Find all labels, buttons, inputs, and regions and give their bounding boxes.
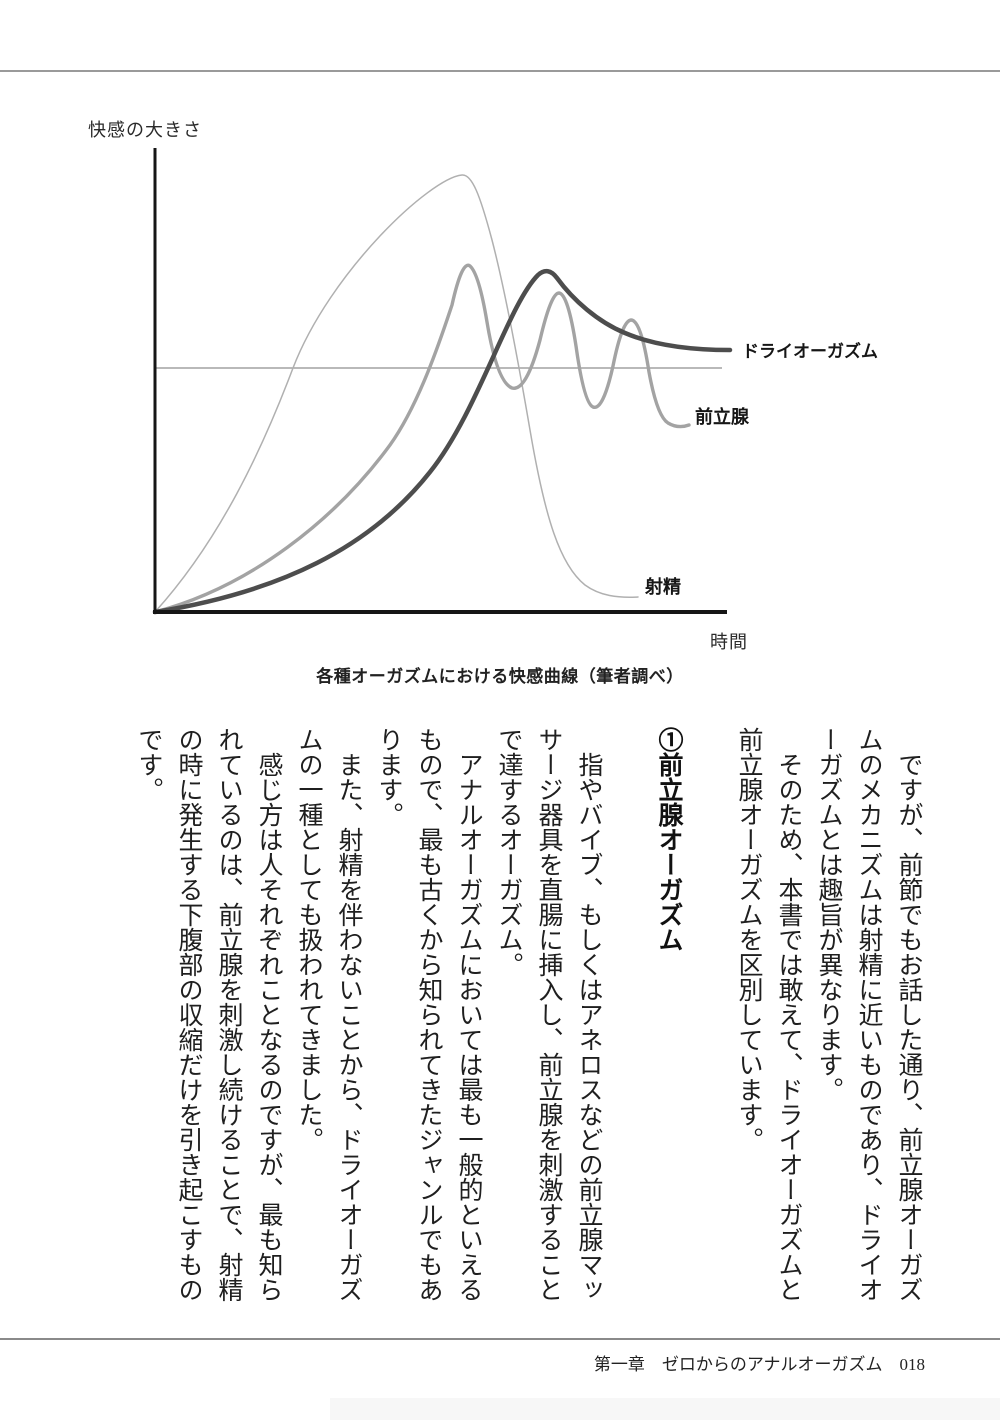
footer-chapter: 第一章 bbox=[593, 1355, 645, 1374]
ejaculation-curve bbox=[154, 174, 639, 613]
dry-orgasm-curve bbox=[152, 268, 733, 615]
paragraph: また、射精を伴わないことから、ドライオーガズムの一種としても扱われてきました。 bbox=[295, 727, 362, 1302]
prostate-curve bbox=[153, 263, 691, 614]
dry-orgasm-series-label: ドライオーガズム bbox=[742, 342, 878, 361]
chart-caption: 各種オーガズムにおける快感曲線（筆者調べ） bbox=[316, 667, 684, 686]
section-heading: ①前立腺オーガズム bbox=[655, 727, 682, 952]
paragraph: 指やバイブ、もしくはアネロスなどの前立腺マッサージ器具を直腸に挿入し、前立腺を刺… bbox=[495, 727, 602, 1302]
top-rule bbox=[0, 70, 1000, 72]
footer-book-title: ゼロからのアナルオーガズム bbox=[661, 1355, 883, 1374]
paragraph: アナルオーガズムにおいては最も一般的といえるもので、最も古くから知られてきたジャ… bbox=[375, 727, 482, 1302]
paragraph: そのため、本書では敢えて、ドライオーガズムと前立腺オーガズムを区別しています。 bbox=[735, 727, 802, 1302]
y-axis-label: 快感の大きさ bbox=[88, 120, 202, 140]
footer-page-number: 018 bbox=[899, 1355, 926, 1374]
ejaculation-series-label: 射精 bbox=[645, 577, 681, 597]
paragraph: 感じ方は人それぞれことなるのですが、最も知られているのは、前立腺を刺激し続けるこ… bbox=[135, 727, 282, 1302]
x-axis-label: 時間 bbox=[710, 632, 748, 652]
scan-shadow-strip bbox=[330, 1398, 1000, 1420]
pleasure-curve-chart bbox=[152, 148, 733, 615]
running-footer: 第一章 ゼロからのアナルオーガズム 018 bbox=[0, 1350, 925, 1375]
paragraph: ですが、前節でもお話した通り、前立腺オーガズムのメカニズムは射精に近いものであり… bbox=[815, 727, 922, 1302]
prostate-series-label: 前立腺 bbox=[695, 407, 749, 427]
footer-rule bbox=[0, 1338, 1000, 1340]
body-text-block: ですが、前節でもお話した通り、前立腺オーガズムのメカニズムは射精に近いものであり… bbox=[116, 727, 928, 1309]
